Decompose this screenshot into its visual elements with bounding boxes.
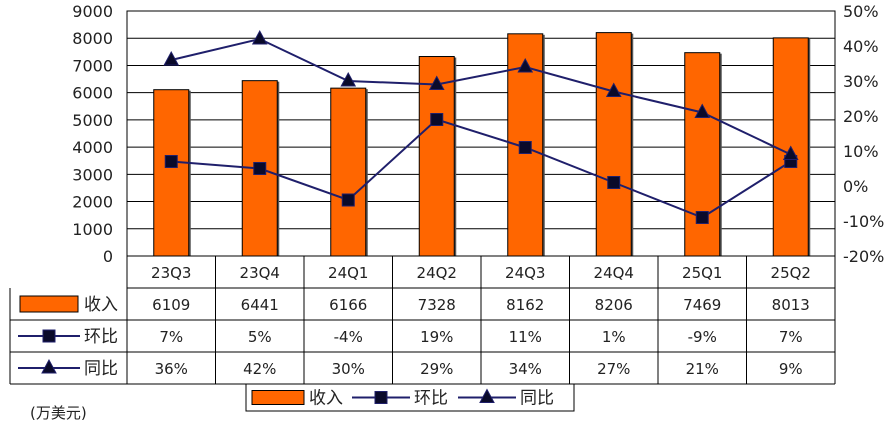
table-cell: 7% xyxy=(159,328,183,346)
y-right-tick-label: 40% xyxy=(843,37,879,56)
yoy-point xyxy=(163,50,180,66)
legend-key-revenue xyxy=(251,390,305,405)
table-key-qoq-marker xyxy=(42,329,56,343)
y-right-tick-label: -20% xyxy=(843,247,884,266)
qoq-point xyxy=(253,162,267,175)
y-right-tick-label: -10% xyxy=(843,212,884,231)
yoy-point xyxy=(428,75,445,90)
table-cell: -9% xyxy=(688,328,717,346)
y-left-tick-label: 0 xyxy=(103,247,113,266)
table-row-label: 同比 xyxy=(84,359,118,379)
y-left-tick-label: 3000 xyxy=(72,165,113,184)
y-left-tick-label: 7000 xyxy=(72,56,113,75)
table-cell: 11% xyxy=(509,328,542,346)
table-cell: 27% xyxy=(597,360,630,378)
qoq-point xyxy=(518,141,532,154)
yoy-point xyxy=(517,57,534,73)
y-left-tick-label: 9000 xyxy=(72,2,113,21)
unit-label: (万美元) xyxy=(30,404,87,422)
category-label: 25Q2 xyxy=(771,264,811,282)
table-cell: 1% xyxy=(602,328,626,346)
legend-label-revenue: 收入 xyxy=(309,389,343,409)
y-left-tick-label: 6000 xyxy=(72,84,113,103)
revenue-bar xyxy=(330,87,367,257)
table-row-label: 环比 xyxy=(84,327,118,347)
table-cell: 6441 xyxy=(241,296,279,314)
qoq-point xyxy=(430,113,444,126)
table-cell: 5% xyxy=(248,328,272,346)
y-right-tick-label: 20% xyxy=(843,107,879,126)
y-right-tick-label: 10% xyxy=(843,142,879,161)
table-cell: 6166 xyxy=(329,296,367,314)
category-label: 24Q3 xyxy=(505,264,545,282)
table-cell: 7469 xyxy=(683,296,721,314)
category-label: 24Q4 xyxy=(594,264,634,282)
y-left-tick-label: 2000 xyxy=(72,193,113,212)
qoq-point xyxy=(607,176,621,189)
yoy-point xyxy=(251,29,268,45)
category-label: 25Q1 xyxy=(682,264,722,282)
revenue-bar xyxy=(595,32,632,257)
table-cell: 19% xyxy=(420,328,453,346)
y-left-tick-label: 1000 xyxy=(72,220,113,239)
table-cell: 9% xyxy=(779,360,803,378)
legend-key-yoy-marker xyxy=(479,388,495,403)
qoq-point xyxy=(341,193,355,207)
y-right-tick-label: 50% xyxy=(843,2,879,21)
revenue-bar xyxy=(153,89,190,257)
y-left-tick-label: 8000 xyxy=(72,29,113,48)
yoy-point xyxy=(605,82,622,97)
qoq-point xyxy=(695,211,709,224)
table-key-revenue xyxy=(19,295,79,313)
table-cell: 42% xyxy=(243,360,276,378)
y-right-tick-label: 0% xyxy=(843,177,868,196)
table-cell: 21% xyxy=(686,360,719,378)
yoy-point xyxy=(782,145,799,160)
legend-label-qoq: 环比 xyxy=(414,389,448,409)
legend-label-yoy: 同比 xyxy=(520,389,554,409)
table-row-label: 收入 xyxy=(84,295,118,315)
table-cell: -4% xyxy=(334,328,363,346)
table-cell: 29% xyxy=(420,360,453,378)
legend-key-qoq-marker xyxy=(374,391,388,404)
qoq-line xyxy=(171,118,792,219)
table-cell: 30% xyxy=(332,360,365,378)
qoq-point xyxy=(164,155,178,168)
y-left-tick-label: 5000 xyxy=(72,111,113,130)
table-cell: 34% xyxy=(509,360,542,378)
category-label: 24Q1 xyxy=(328,264,368,282)
table-cell: 6109 xyxy=(152,296,190,314)
yoy-point xyxy=(340,71,357,87)
table-cell: 8206 xyxy=(595,296,633,314)
category-label: 23Q3 xyxy=(151,264,191,282)
category-label: 23Q4 xyxy=(240,264,280,282)
table-key-yoy-marker xyxy=(41,358,57,374)
revenue-bar xyxy=(684,52,721,257)
table-cell: 36% xyxy=(155,360,188,378)
table-cell: 7328 xyxy=(418,296,456,314)
yoy-line xyxy=(171,37,792,156)
y-left-tick-label: 4000 xyxy=(72,138,113,157)
yoy-point xyxy=(694,103,711,118)
table-cell: 7% xyxy=(779,328,803,346)
category-label: 24Q2 xyxy=(417,264,457,282)
table-cell: 8013 xyxy=(772,296,810,314)
y-right-tick-label: 30% xyxy=(843,72,879,91)
table-cell: 8162 xyxy=(506,296,544,314)
